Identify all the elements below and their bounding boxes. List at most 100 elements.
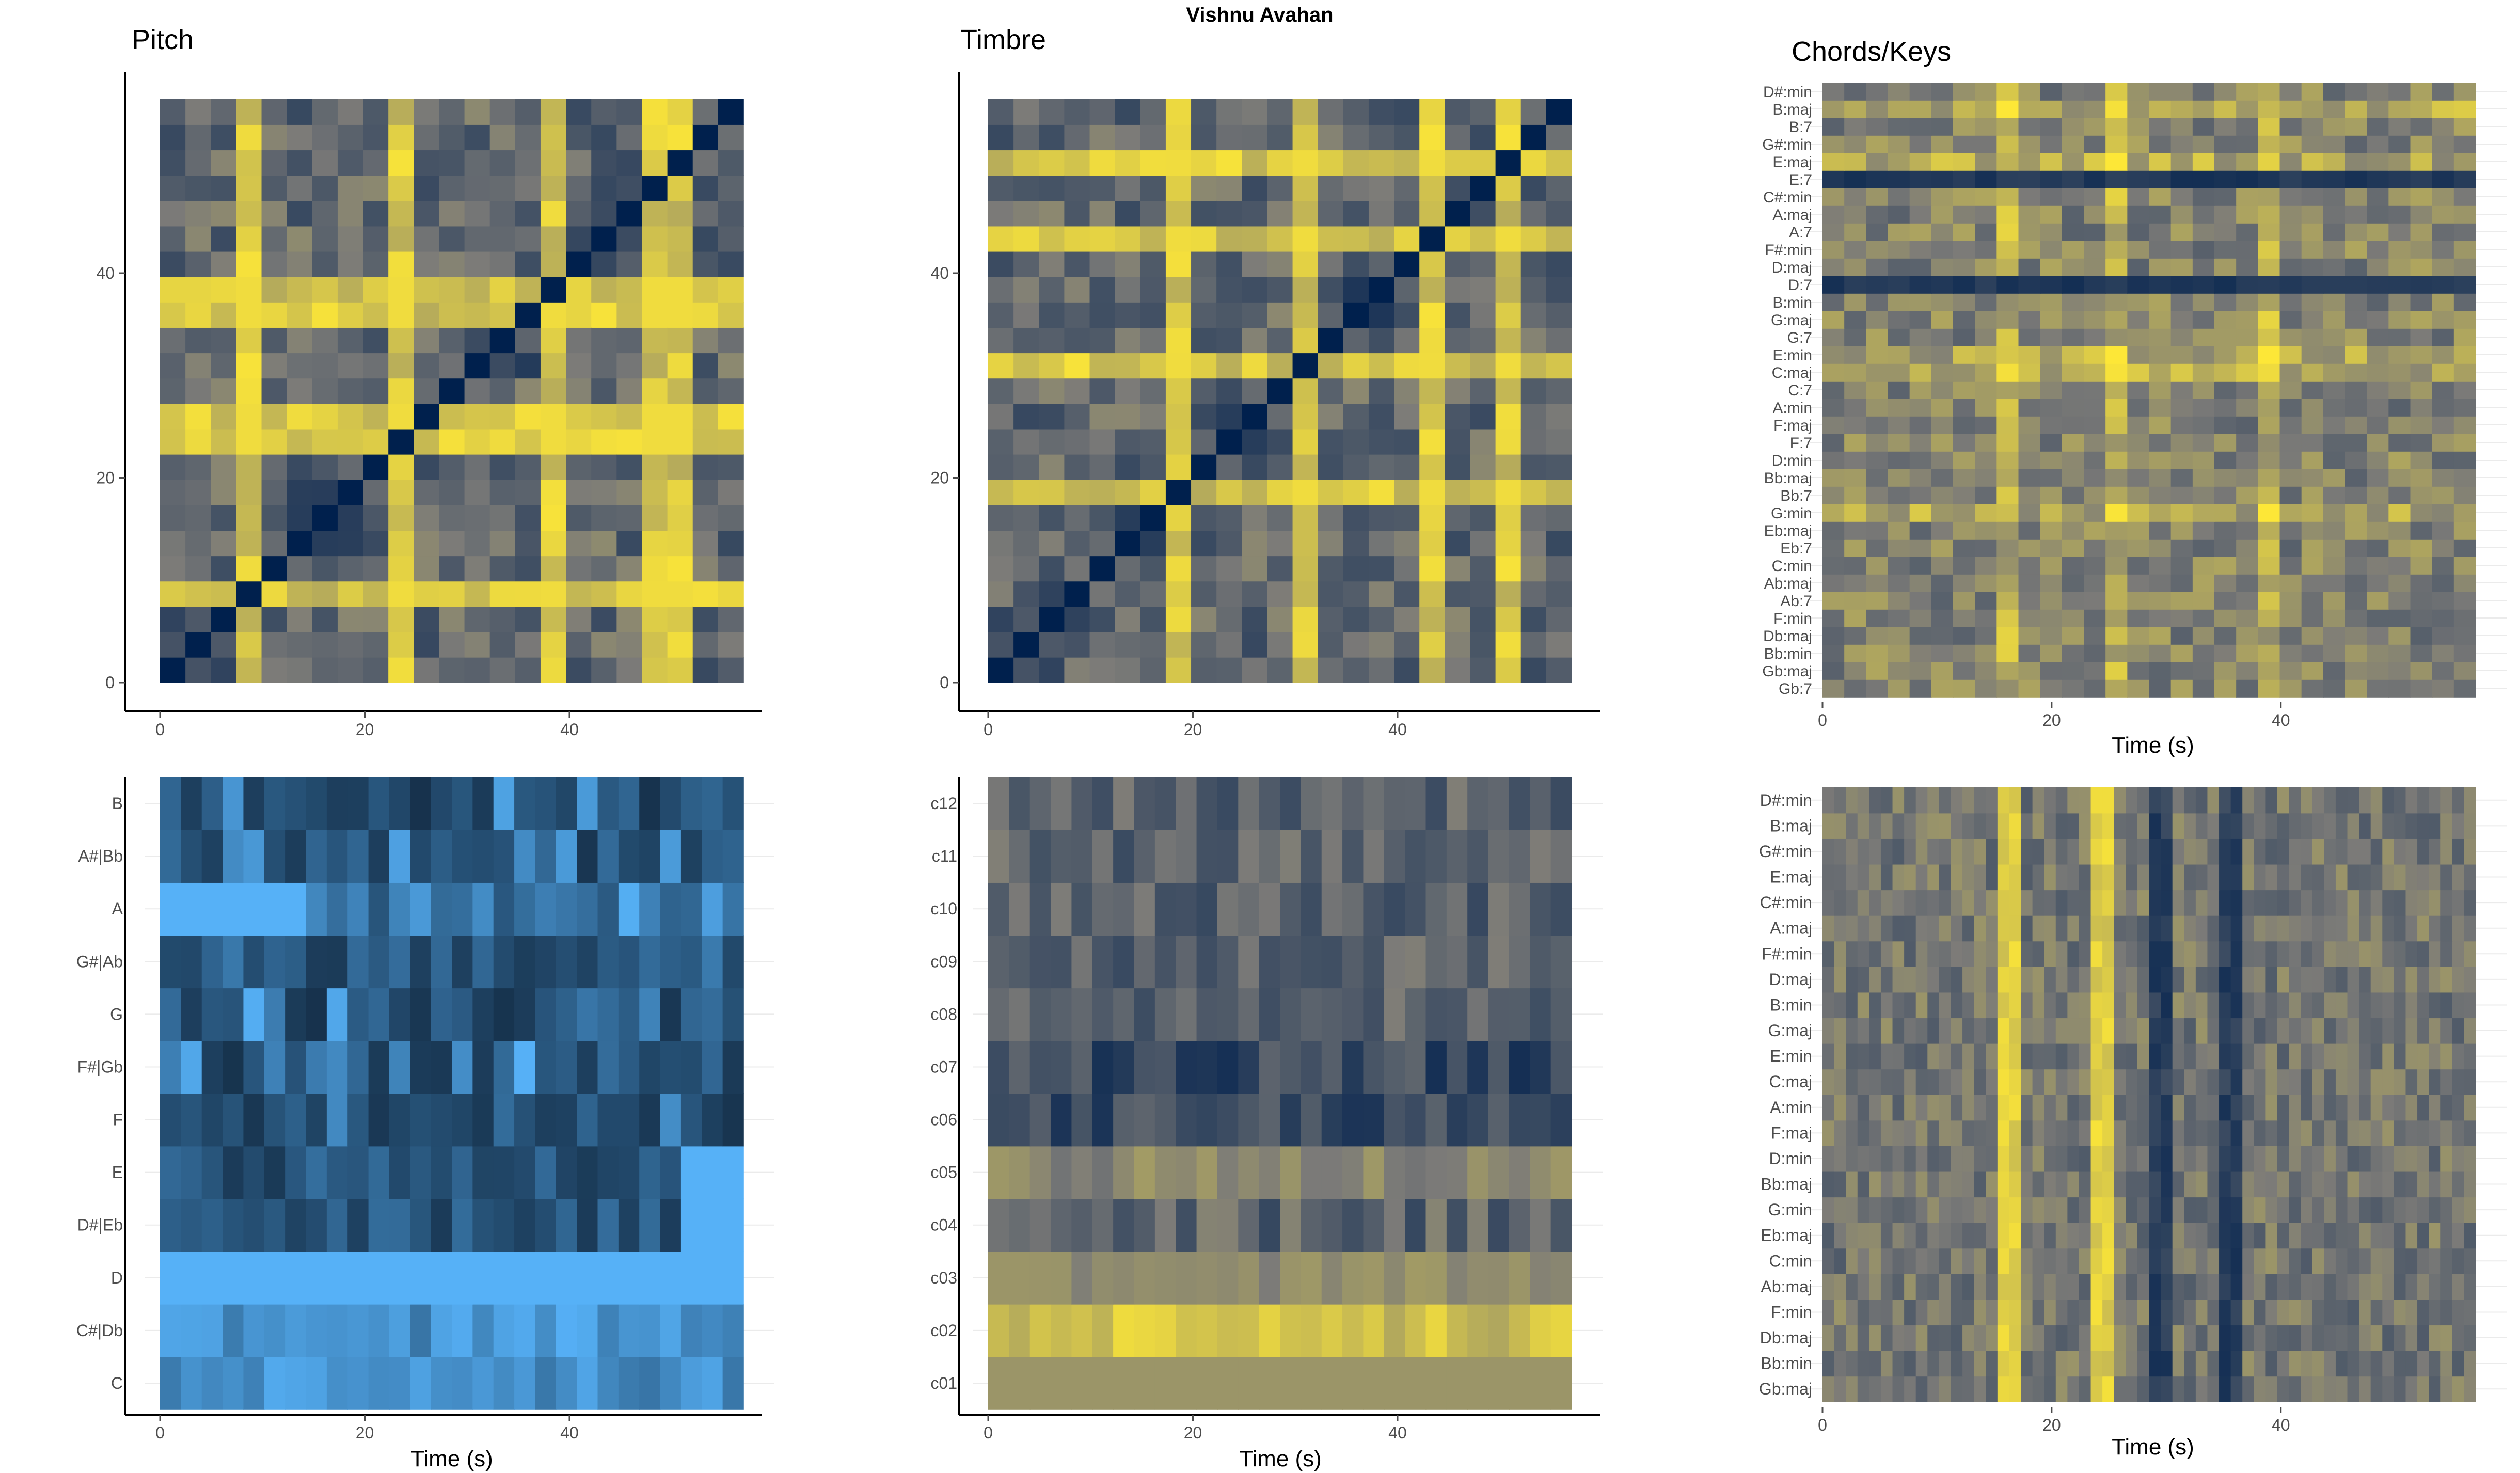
keygram-cell — [1997, 787, 2010, 814]
keygram-cell — [2195, 941, 2208, 967]
keygram-cell — [2452, 915, 2465, 942]
keygram-cell — [1974, 1018, 1987, 1044]
chords-y-tick-label: A:maj — [1772, 207, 1812, 224]
timbre_ssm-cell — [1368, 327, 1394, 354]
cepstrogram-cell — [1280, 830, 1302, 883]
chords-cell — [2214, 539, 2237, 557]
keygram-cell — [2347, 941, 2359, 967]
keygram-cell — [1927, 838, 1940, 865]
pitch_ssm-cell — [515, 124, 541, 151]
keygram-cell — [2405, 1120, 2418, 1146]
pitch_ssm-cell — [388, 581, 415, 607]
cepstrogram-cell — [1217, 988, 1239, 1041]
chromagram-cell — [535, 1040, 557, 1094]
timbre_ssm-cell — [1520, 353, 1547, 379]
timbre_ssm-cell — [1191, 657, 1217, 683]
timbre_ssm-cell — [1140, 631, 1166, 658]
chords-cell — [1844, 223, 1867, 241]
timbre_ssm-cell — [1140, 175, 1166, 201]
chromagram-cell — [639, 1304, 661, 1357]
chromagram-cell — [722, 1146, 744, 1199]
pitch_ssm-cell — [211, 454, 237, 480]
keygram-cell — [2137, 1325, 2150, 1351]
keygram-cell — [1892, 1146, 1905, 1172]
chords-cell — [2040, 118, 2063, 136]
keygram-cell — [1997, 1146, 2010, 1172]
keygram-cell — [2021, 1095, 2033, 1121]
chords-cell — [2367, 118, 2389, 136]
keygram-cell — [2032, 890, 2044, 916]
chords-cell — [2258, 118, 2280, 136]
chords-cell — [2345, 592, 2367, 610]
pitch_ssm-cell — [287, 530, 313, 557]
timbre_ssm-cell — [1394, 505, 1420, 531]
keygram-cell — [2440, 992, 2453, 1019]
keygram-cell — [1997, 992, 2010, 1019]
keygram-cell — [2242, 1222, 2255, 1249]
keygram-cell — [2452, 1146, 2465, 1172]
keygram-cell — [2254, 1146, 2267, 1172]
cepstrogram-y-tick-label: c09 — [930, 952, 957, 971]
cepstrogram-x-axis-label: Time (s) — [1239, 1446, 1322, 1471]
keygram-cell — [2417, 1376, 2430, 1402]
timbre_ssm-cell — [1216, 327, 1243, 354]
timbre_ssm-cell — [988, 530, 1014, 557]
keygram-cell — [2021, 1171, 2033, 1198]
cepstrogram-cell — [1176, 935, 1197, 989]
keygram-cell — [2032, 1274, 2044, 1300]
timbre_ssm-cell — [1495, 479, 1521, 505]
chromagram-cell — [223, 830, 244, 883]
pitch_ssm-cell — [464, 353, 490, 379]
keygram-cell — [2440, 915, 2453, 942]
chords-cell — [1996, 170, 2019, 188]
keygram-cell — [2312, 1376, 2325, 1402]
chords-cell — [2410, 539, 2433, 557]
chords-cell — [2453, 486, 2476, 504]
chromagram-cell — [201, 830, 223, 883]
timbre_ssm-cell — [1267, 302, 1293, 328]
pitch_ssm-cell — [692, 150, 719, 176]
keygram-cell — [2079, 1299, 2091, 1326]
chords-cell — [2388, 399, 2411, 417]
chords-cell — [2279, 170, 2302, 188]
chords-cell — [2388, 662, 2411, 680]
cepstrogram-cell — [1384, 988, 1405, 1041]
timbre_ssm-cell — [1064, 429, 1090, 455]
timbre_ssm-cell — [1064, 353, 1090, 379]
timbre_ssm-cell — [1242, 175, 1268, 201]
timbre_ssm-cell — [1419, 556, 1446, 582]
timbre_ssm-cell — [988, 327, 1014, 354]
keygram-cell — [2021, 787, 2033, 814]
chords-cell — [1822, 100, 1845, 118]
keygram-cell — [2277, 1248, 2290, 1274]
keygram-cell — [2044, 967, 2056, 993]
pitch_ssm-cell — [337, 454, 363, 480]
chords-cell — [1953, 662, 1975, 680]
keygram-cell — [1892, 1069, 1905, 1095]
chords-y-tick-label: G:7 — [1787, 329, 1812, 346]
chords-cell — [2258, 363, 2280, 382]
cepstrogram-cell — [1238, 1251, 1260, 1305]
keygram-cell — [2021, 1146, 2033, 1172]
chords-cell — [1909, 609, 1932, 627]
keygram-cell — [2382, 1171, 2395, 1198]
chords-cell — [2105, 486, 2128, 504]
chords-cell — [2236, 521, 2259, 540]
keygram-cell — [2067, 992, 2080, 1019]
keygram-cell — [1962, 1120, 1975, 1146]
timbre_ssm-cell — [1039, 403, 1065, 430]
chords-cell — [2453, 170, 2476, 188]
chords-cell — [1822, 135, 1845, 153]
timbre_ssm-cell — [1445, 556, 1471, 582]
keygram-cell — [1927, 787, 1940, 814]
keygram-cell — [2137, 992, 2150, 1019]
keygram-cell — [1834, 1248, 1846, 1274]
chromagram-cell — [556, 1251, 577, 1305]
keygram-cell — [2382, 1325, 2395, 1351]
chords-cell — [2301, 486, 2324, 504]
keygram-cell — [2126, 864, 2138, 891]
keygram-cell — [2230, 1018, 2243, 1044]
timbre_ssm-cell — [1267, 276, 1293, 303]
timbre_ssm-cell — [1267, 226, 1293, 252]
pitch_ssm-cell — [261, 200, 288, 227]
